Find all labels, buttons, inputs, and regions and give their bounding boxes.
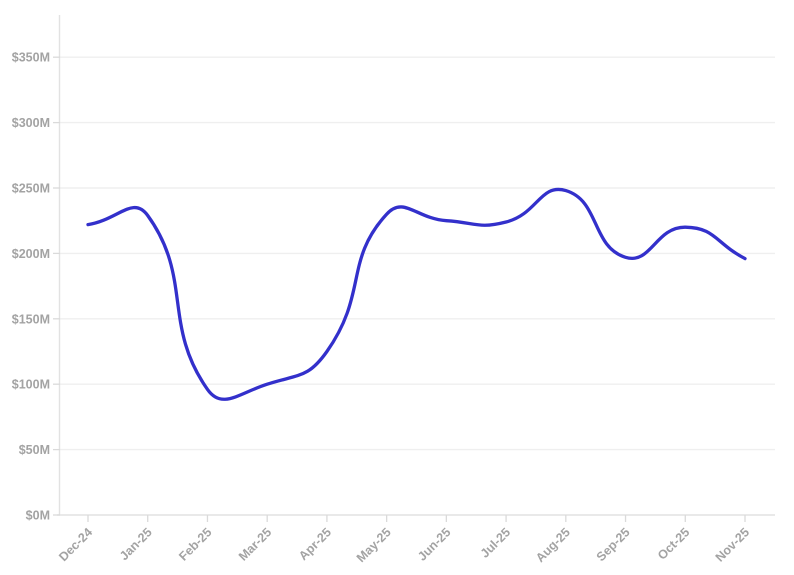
series-line bbox=[86, 187, 747, 401]
x-tick-label: Jan-25 bbox=[117, 525, 155, 563]
x-axis-labels: Dec-24 Jan-25 Feb-25 Mar-25 Apr-25 May-25 Jun-… bbox=[56, 525, 752, 565]
x-tick-label: Sep-25 bbox=[594, 525, 633, 564]
x-tick-label: Jun-25 bbox=[415, 525, 453, 563]
y-tick-label: $150M bbox=[12, 312, 50, 326]
x-tick-label: Feb-25 bbox=[176, 525, 214, 563]
y-tick-label: $300M bbox=[12, 116, 50, 130]
x-tick-label: Aug-25 bbox=[533, 525, 573, 565]
x-tick-label: May-25 bbox=[354, 525, 394, 565]
y-tick-label: $50M bbox=[19, 443, 50, 457]
y-axis-labels: $0M $50M $100M $150M $200M $250M $300M $350M bbox=[12, 51, 50, 523]
x-tick-label: Oct-25 bbox=[655, 525, 692, 562]
y-tick-label: $100M bbox=[12, 378, 50, 392]
axis-lines bbox=[57, 15, 775, 516]
y-tick-label: $350M bbox=[12, 51, 50, 65]
x-axis-ticks bbox=[87, 515, 746, 522]
y-tick-label: $200M bbox=[12, 247, 50, 261]
y-tick-label: $250M bbox=[12, 182, 50, 196]
x-tick-label: Mar-25 bbox=[236, 525, 274, 563]
x-tick-label: Dec-24 bbox=[56, 525, 95, 564]
y-axis-ticks bbox=[53, 56, 60, 516]
x-tick-label: Apr-25 bbox=[296, 525, 334, 563]
x-tick-label: Jul-25 bbox=[478, 525, 513, 560]
x-tick-label: Nov-25 bbox=[713, 525, 752, 564]
y-tick-label: $0M bbox=[26, 509, 50, 523]
